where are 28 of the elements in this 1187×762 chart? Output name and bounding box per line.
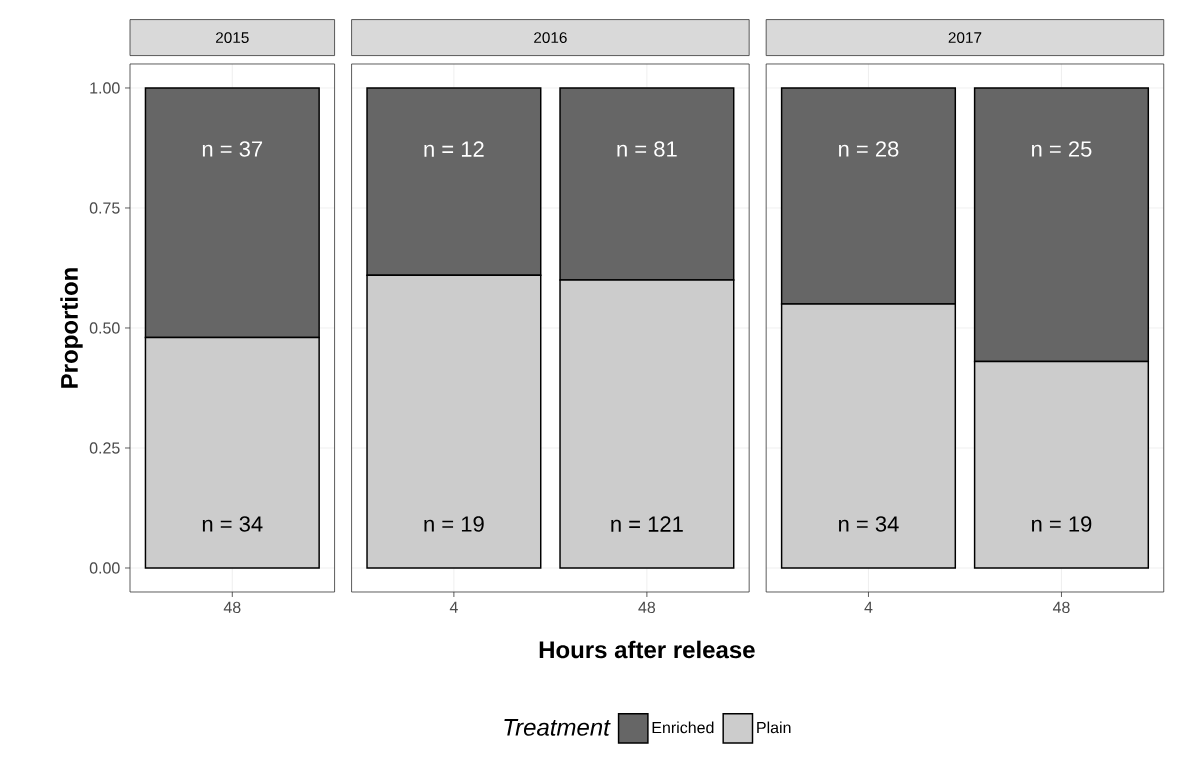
annotation: n = 121	[611, 516, 683, 532]
annotation: n = 28	[839, 141, 899, 157]
x-axis-title: Hours after release	[539, 640, 755, 659]
y-tick-label: 1.00	[90, 82, 120, 94]
x-tick-label: 48	[223, 601, 241, 614]
y-tick-label: 0.50	[89, 322, 120, 334]
annotation: n = 19	[1032, 516, 1092, 532]
legend-title: Treatment	[504, 719, 611, 736]
chart-title: 2017	[948, 32, 982, 44]
y-tick-label: 0.00	[89, 562, 120, 574]
x-tick-label: 4	[449, 601, 458, 613]
annotation: n = 37	[202, 141, 263, 157]
y-axis-title: Proportion	[60, 268, 83, 388]
annotation: n = 19	[424, 516, 484, 532]
annotation: n = 12	[424, 141, 484, 157]
annotation: n = 34	[202, 516, 263, 532]
annotation: n = 81	[617, 141, 677, 157]
y-tick-label: 0.25	[89, 442, 120, 454]
legend-label: Enriched	[652, 721, 714, 734]
y-tick-label: 0.75	[89, 202, 120, 214]
x-tick-label: 48	[1052, 601, 1070, 614]
chart-title: 2016	[534, 32, 567, 44]
chart-title: 2015	[216, 32, 249, 44]
x-tick-label: 48	[638, 601, 656, 614]
legend-label: Plain	[757, 721, 791, 734]
annotation: n = 34	[839, 516, 899, 532]
annotation: n = 25	[1032, 141, 1092, 157]
x-tick-label: 4	[864, 601, 873, 613]
